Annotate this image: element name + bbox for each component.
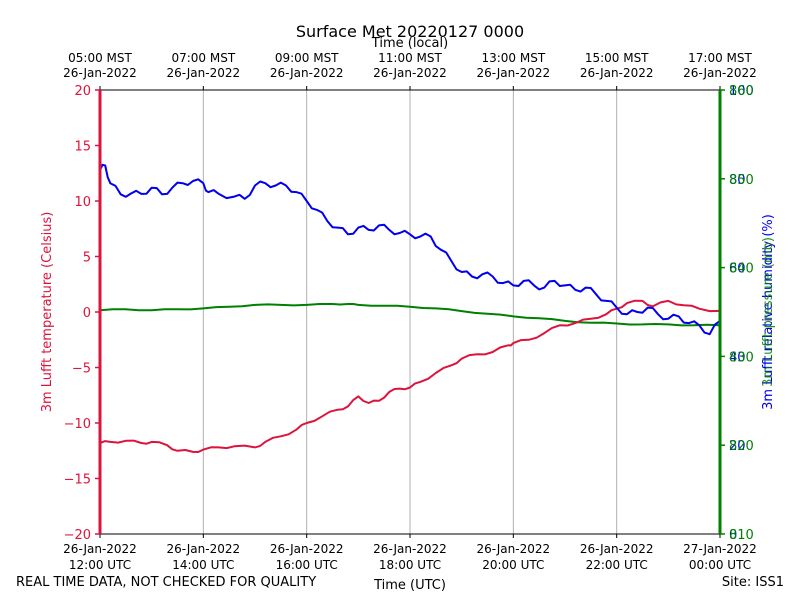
x-tick-label-time: 00:00 UTC — [689, 558, 751, 572]
left-y-axis-label: 3m Lufft temperature (Celsius) — [40, 212, 55, 413]
x-axis-label: Time (UTC) — [373, 578, 446, 593]
x-tick-label-time: 12:00 UTC — [69, 558, 131, 572]
x-tick-label-time: 16:00 UTC — [276, 558, 338, 572]
top-tick-label-time: 07:00 MST — [171, 51, 235, 65]
x-tick-label-time: 20:00 UTC — [482, 558, 544, 572]
left-tick-label: 0 — [83, 306, 91, 321]
right-tick-label-pressure: 850 — [729, 173, 754, 188]
left-tick-label: −10 — [64, 417, 91, 432]
top-tick-label-date: 26-Jan-2022 — [63, 66, 137, 80]
left-tick-label: 5 — [83, 251, 91, 266]
x-tick-label-date: 27-Jan-2022 — [683, 542, 757, 556]
top-tick-label-date: 26-Jan-2022 — [167, 66, 241, 80]
left-tick-label: −20 — [64, 528, 91, 543]
site-label: Site: ISS1 — [721, 575, 784, 590]
x-tick-label-time: 18:00 UTC — [379, 558, 441, 572]
right-tick-label-humidity: 100 — [729, 84, 754, 99]
top-tick-label-time: 11:00 MST — [378, 51, 442, 65]
right-tick-label-pressure: 830 — [729, 350, 754, 365]
left-tick-label: 15 — [74, 140, 91, 155]
right-y-axis-label-humidity: 3m Lufft relative humidity (%) — [761, 214, 776, 410]
right-tick-label-pressure: 820 — [729, 439, 754, 454]
x-tick-label-time: 22:00 UTC — [586, 558, 648, 572]
right-tick-label-pressure: 860 — [729, 84, 754, 99]
x-tick-label-date: 26-Jan-2022 — [477, 542, 551, 556]
left-tick-label: 10 — [74, 195, 91, 210]
top-tick-label-time: 09:00 MST — [275, 51, 339, 65]
top-tick-label-date: 26-Jan-2022 — [477, 66, 551, 80]
top-tick-label-date: 26-Jan-2022 — [580, 66, 654, 80]
series-line-pressure — [99, 303, 721, 327]
top-tick-label-time: 13:00 MST — [481, 51, 545, 65]
top-tick-label-date: 26-Jan-2022 — [373, 66, 447, 80]
top-tick-label-time: 17:00 MST — [688, 51, 752, 65]
right-tick-label-humidity: 60 — [729, 262, 746, 277]
top-tick-label-time: 05:00 MST — [68, 51, 132, 65]
x-tick-label-time: 14:00 UTC — [172, 558, 234, 572]
right-tick-label-pressure: 840 — [729, 262, 754, 277]
x-tick-label-date: 26-Jan-2022 — [63, 542, 137, 556]
chart-title: Surface Met 20220127 0000 — [296, 22, 524, 41]
left-tick-label: −15 — [64, 473, 91, 488]
series-group — [99, 163, 721, 453]
grid-lines — [202, 90, 618, 534]
top-tick-label-time: 15:00 MST — [585, 51, 649, 65]
right-y-axis-label-pressure: 3m Lufft pressure (mb) — [761, 237, 776, 387]
tick-group: 26-Jan-2022 12:00 UTC 26-Jan-2022 14:00 UTC… — [63, 51, 757, 572]
quality-disclaimer: REAL TIME DATA, NOT CHECKED FOR QUALITY — [16, 575, 317, 590]
right-tick-label-humidity: 40 — [729, 350, 746, 365]
series-line-temperature — [99, 299, 721, 453]
right-tick-label-pressure: 810 — [729, 528, 754, 543]
x-tick-label-date: 26-Jan-2022 — [373, 542, 447, 556]
top-tick-label-date: 26-Jan-2022 — [683, 66, 757, 80]
left-tick-label: −5 — [72, 362, 91, 377]
right-tick-label-humidity: 0 — [729, 528, 737, 543]
right-tick-label-humidity: 20 — [729, 439, 746, 454]
series-line-humidity — [99, 163, 721, 336]
top-axis-label: Time (local) — [371, 36, 448, 51]
right-tick-label-humidity: 80 — [729, 173, 746, 188]
x-tick-label-date: 26-Jan-2022 — [270, 542, 344, 556]
top-tick-label-date: 26-Jan-2022 — [270, 66, 344, 80]
x-tick-label-date: 26-Jan-2022 — [580, 542, 654, 556]
left-tick-label: 20 — [74, 84, 91, 99]
x-tick-label-date: 26-Jan-2022 — [167, 542, 241, 556]
